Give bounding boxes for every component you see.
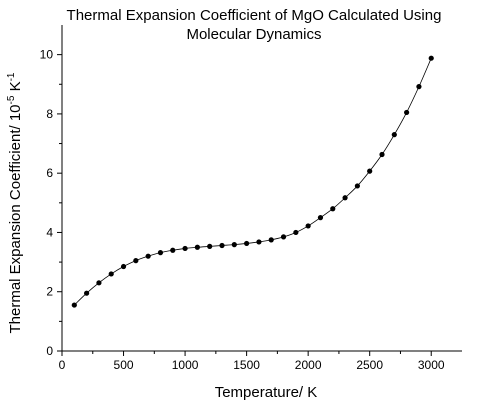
axes — [61, 25, 462, 352]
y-tick-label: 10 — [40, 48, 54, 62]
chart-title: Thermal Expansion Coefficient of MgO Cal… — [67, 7, 442, 43]
y-tick-label: 4 — [46, 225, 53, 239]
data-point — [182, 245, 188, 252]
data-point — [404, 109, 410, 116]
data-point — [133, 258, 139, 264]
data-point — [145, 253, 151, 259]
x-tick-label: 0 — [59, 358, 66, 372]
x-tick-labels: 0 500 1000 1500 2000 2500 3000 — [59, 358, 445, 372]
data-point — [231, 242, 237, 248]
series-line — [74, 58, 432, 306]
x-tick-label: 2500 — [356, 358, 383, 372]
y-axis-title-superscript: -1 — [6, 72, 17, 81]
x-tick-label: 500 — [114, 358, 134, 372]
x-tick-label: 2000 — [295, 358, 322, 372]
data-point — [391, 132, 397, 138]
data-point — [428, 55, 434, 61]
x-tick-label: 1000 — [172, 358, 199, 372]
data-point — [157, 250, 164, 256]
tick-marks — [57, 54, 432, 356]
data-point — [367, 168, 373, 174]
y-tick-labels: 0 2 4 6 8 10 — [40, 48, 54, 358]
data-point — [379, 151, 385, 158]
data-point — [71, 302, 77, 308]
data-point — [317, 215, 324, 221]
data-point — [96, 280, 102, 286]
y-axis-title-part: K — [7, 81, 24, 95]
chart-title-line: Thermal Expansion Coefficient of MgO Cal… — [67, 7, 442, 24]
data-point — [108, 271, 114, 277]
data-point — [342, 195, 348, 201]
data-point — [219, 242, 225, 249]
data-point — [207, 243, 213, 249]
y-axis-title-superscript: -5 — [6, 95, 17, 104]
data-point — [354, 183, 360, 189]
x-tick-label: 3000 — [418, 358, 445, 372]
data-point — [194, 244, 200, 250]
x-axis-title: Temperature/ K — [215, 384, 318, 401]
y-tick-label: 0 — [46, 344, 53, 358]
y-tick-label: 6 — [46, 166, 53, 180]
data-point — [416, 84, 422, 90]
data-point — [330, 206, 336, 212]
data-series — [71, 55, 434, 308]
y-axis-title: Thermal Expansion Coefficient/ 10-5 K-1 — [6, 72, 24, 333]
data-point — [293, 229, 299, 236]
data-point — [256, 239, 262, 245]
data-point — [84, 290, 90, 296]
y-axis-title-part: Thermal Expansion Coefficient/ 10 — [7, 104, 24, 333]
data-point — [244, 240, 250, 247]
data-point — [120, 263, 127, 270]
data-point — [170, 247, 176, 253]
y-tick-label: 8 — [46, 107, 53, 121]
y-tick-label: 2 — [46, 285, 53, 299]
data-point — [280, 234, 287, 240]
data-point — [268, 237, 274, 243]
data-point — [305, 223, 311, 229]
x-tick-label: 1500 — [233, 358, 260, 372]
chart-title-line: Molecular Dynamics — [186, 26, 321, 43]
